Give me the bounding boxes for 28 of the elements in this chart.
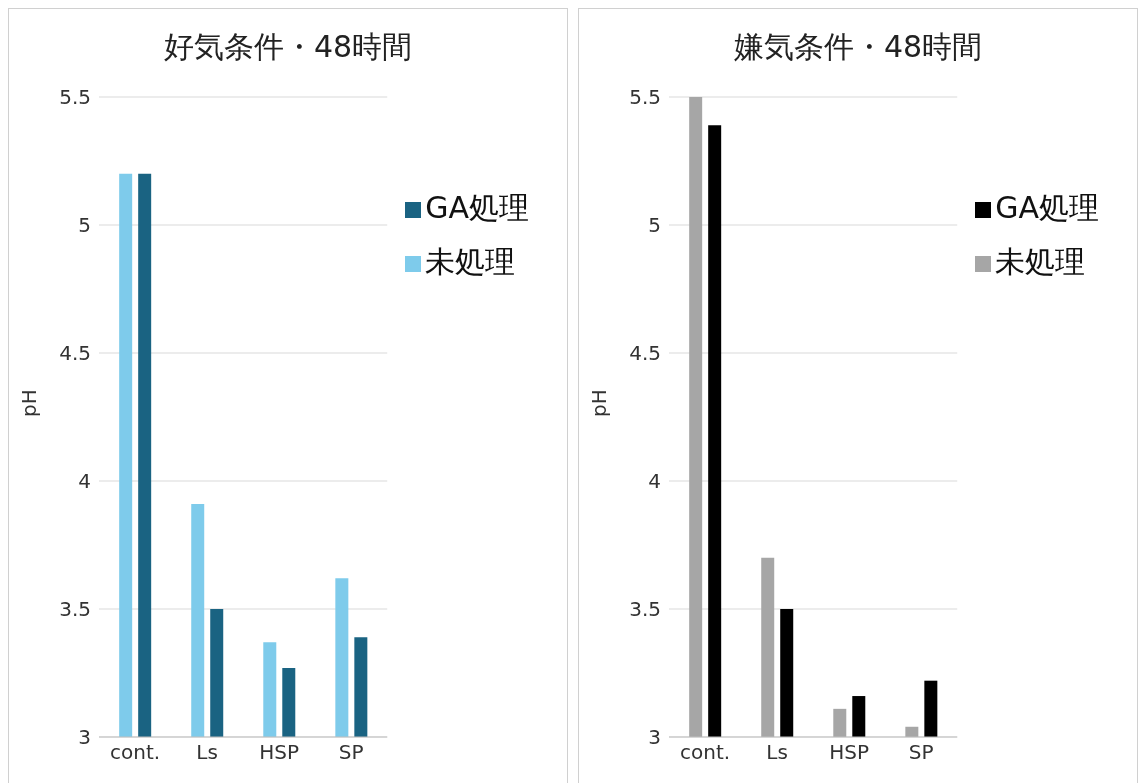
x-tick-label: Ls bbox=[196, 740, 218, 765]
y-tick-label: 5.5 bbox=[59, 85, 91, 110]
legend-label: GA処理 bbox=[425, 190, 529, 225]
y-axis-title: pH bbox=[587, 389, 612, 417]
x-tick-label: HSP bbox=[259, 740, 300, 765]
legend-label: 未処理 bbox=[995, 244, 1086, 279]
y-tick-label: 3.5 bbox=[629, 597, 661, 622]
legend-label: 未処理 bbox=[425, 244, 516, 279]
y-tick-label: 4.5 bbox=[59, 341, 91, 366]
y-tick-label: 3 bbox=[648, 725, 661, 750]
y-tick-label: 4.5 bbox=[629, 341, 661, 366]
x-tick-label: HSP bbox=[829, 740, 870, 765]
y-tick-label: 4 bbox=[78, 469, 91, 494]
x-tick-label: Ls bbox=[766, 740, 788, 765]
y-axis-title: pH bbox=[17, 389, 42, 417]
y-tick-label: 5 bbox=[78, 213, 91, 238]
y-tick-label: 5 bbox=[648, 213, 661, 238]
x-tick-label: cont. bbox=[679, 740, 731, 765]
y-tick-label: 5.5 bbox=[629, 85, 661, 110]
y-tick-label: 3.5 bbox=[59, 597, 91, 622]
x-tick-label: cont. bbox=[109, 740, 161, 765]
x-tick-label: SP bbox=[338, 740, 364, 765]
legend-label: GA処理 bbox=[995, 190, 1099, 225]
y-tick-label: 3 bbox=[78, 725, 91, 750]
chart-title: 好気条件・48時間 bbox=[162, 28, 414, 66]
y-tick-label: 4 bbox=[648, 469, 661, 494]
x-tick-label: SP bbox=[908, 740, 934, 765]
chart-title: 嫌気条件・48時間 bbox=[732, 28, 984, 66]
